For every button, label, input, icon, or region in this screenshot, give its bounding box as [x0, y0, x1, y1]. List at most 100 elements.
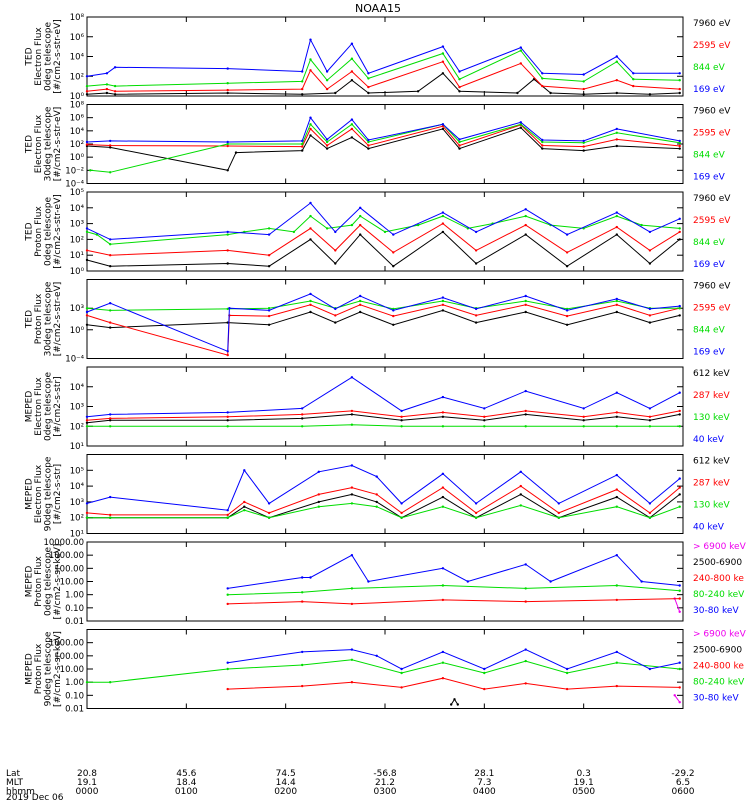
- data-point: [458, 70, 461, 73]
- data-point: [648, 511, 652, 515]
- data-point: [359, 310, 362, 314]
- data-point: [678, 238, 681, 241]
- data-point: [85, 415, 89, 418]
- data-point: [350, 70, 354, 73]
- data-point: [85, 419, 89, 422]
- date-label: 2019 Dec 06: [6, 793, 64, 800]
- data-point: [582, 149, 585, 152]
- data-point: [441, 299, 445, 303]
- data-point: [301, 425, 304, 428]
- data-point: [85, 84, 89, 88]
- data-point: [582, 87, 585, 91]
- data-point: [582, 145, 585, 148]
- data-point: [524, 587, 527, 590]
- data-point: [483, 419, 486, 422]
- y-tick-label: 10⁻⁴: [65, 180, 84, 190]
- data-point: [474, 511, 478, 515]
- y-tick-label: 10⁵: [70, 188, 84, 198]
- data-point: [615, 55, 618, 58]
- data-point: [541, 140, 544, 144]
- y-tick-label: 10⁻⁴: [65, 355, 84, 365]
- data-point: [458, 144, 461, 147]
- data-point: [309, 58, 312, 61]
- data-point: [519, 504, 522, 507]
- data-point: [243, 469, 246, 472]
- legend-entry: 40 keV: [693, 435, 725, 445]
- data-point: [350, 123, 354, 126]
- y-axis-label-line: Proton Flux: [34, 293, 44, 344]
- data-point: [267, 314, 271, 318]
- y-tick-label: 10²: [70, 422, 84, 432]
- data-point: [350, 502, 354, 505]
- y-axis-label-line: TED: [25, 47, 35, 66]
- data-point: [466, 580, 469, 583]
- series-line-4: [86, 293, 680, 353]
- data-point: [615, 131, 618, 134]
- data-point: [524, 208, 527, 211]
- data-point: [309, 299, 312, 303]
- x-tick-label: 7.3: [477, 778, 491, 788]
- data-point: [367, 77, 370, 80]
- data-point: [615, 598, 618, 602]
- data-point: [85, 511, 89, 515]
- data-point: [678, 667, 681, 671]
- data-point: [678, 477, 681, 480]
- data-point: [85, 140, 89, 144]
- data-point: [301, 600, 304, 603]
- y-tick-label: 10⁰: [70, 92, 85, 102]
- data-point: [267, 323, 271, 326]
- x-tick-label: 0200: [274, 787, 297, 797]
- y-tick-label: 10⁵: [70, 466, 84, 476]
- y-tick-label: 10⁸: [70, 101, 85, 111]
- data-point: [565, 309, 569, 312]
- data-point: [109, 513, 112, 517]
- data-point: [375, 654, 378, 657]
- data-point: [441, 45, 445, 48]
- data-point: [226, 509, 229, 512]
- y-axis-label-line: Proton Flux: [34, 643, 44, 694]
- data-point: [226, 82, 229, 85]
- data-point: [113, 90, 117, 93]
- data-point: [226, 513, 229, 517]
- legend-entry: > 6900 keV: [693, 542, 747, 552]
- data-point: [474, 314, 478, 317]
- data-point: [226, 667, 229, 671]
- panel-frame: [86, 454, 684, 534]
- y-tick-label: 10²: [70, 514, 84, 524]
- data-point: [565, 251, 569, 254]
- data-point: [615, 425, 618, 428]
- series-line-4: [87, 659, 680, 683]
- series-line-1: [674, 598, 681, 612]
- data-point: [615, 661, 618, 664]
- data-point: [301, 145, 304, 148]
- data-point: [109, 326, 112, 329]
- data-point: [615, 214, 618, 218]
- data-point: [678, 217, 681, 220]
- data-point: [678, 486, 681, 489]
- legend-entry: 844 eV: [693, 326, 726, 336]
- data-point: [367, 91, 370, 95]
- data-point: [301, 417, 304, 420]
- data-point: [524, 648, 527, 651]
- data-point: [615, 554, 618, 557]
- data-point: [524, 233, 527, 236]
- x-tick-label: 0600: [672, 787, 695, 797]
- data-point: [301, 149, 304, 152]
- data-point: [582, 419, 585, 422]
- x-tick-label: 6.5: [676, 778, 690, 788]
- legend-entry: 844 eV: [693, 238, 726, 248]
- y-tick-label: 10³: [70, 304, 84, 314]
- data-point: [85, 314, 89, 317]
- data-point: [85, 90, 89, 93]
- y-axis-label-line: [#/cm2-s-sr-keV]: [53, 631, 63, 707]
- legend-entry: 80-240 keV: [693, 678, 745, 688]
- y-tick-label: 10⁰: [70, 326, 85, 336]
- data-point: [105, 83, 109, 86]
- data-point: [243, 505, 246, 508]
- data-point: [226, 350, 229, 353]
- data-point: [474, 516, 478, 519]
- data-point: [565, 687, 569, 691]
- data-point: [109, 146, 112, 149]
- data-point: [85, 93, 89, 96]
- data-point: [105, 87, 109, 91]
